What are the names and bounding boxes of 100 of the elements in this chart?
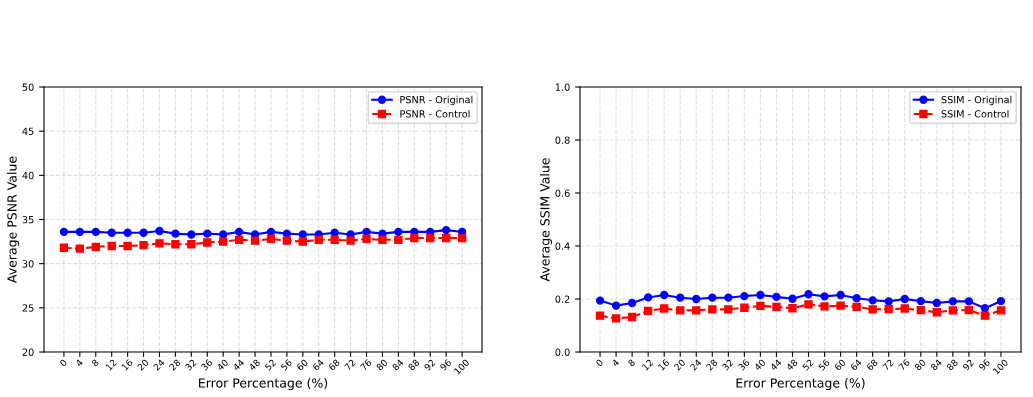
point [852, 302, 861, 312]
point [980, 304, 990, 313]
point [394, 235, 403, 244]
x-tick-label: 48 [785, 358, 798, 371]
point [820, 292, 829, 301]
x-tick-label: 24 [689, 358, 702, 371]
point [139, 228, 148, 237]
point [91, 227, 100, 237]
point [964, 297, 974, 306]
point [441, 233, 451, 243]
y-axis-title: Average PSNR Value [7, 156, 20, 283]
point [788, 294, 797, 303]
y-tick-label: 40 [22, 171, 34, 180]
x-tick-label: 4 [611, 358, 620, 367]
point [756, 290, 765, 300]
x-tick-label: 16 [121, 358, 134, 371]
y-tick-label: 0.2 [555, 295, 570, 303]
point [676, 293, 685, 302]
point [187, 240, 196, 249]
x-tick-label: 68 [328, 358, 341, 371]
point [59, 227, 69, 237]
point [298, 237, 307, 246]
point [155, 239, 164, 248]
point [234, 227, 244, 237]
point [91, 242, 100, 252]
x-tick-label: 32 [184, 359, 197, 371]
point [804, 300, 813, 309]
x-tick-label: 56 [280, 358, 293, 371]
x-tick-label: 92 [962, 359, 975, 371]
y-tick-label: 0.8 [555, 136, 570, 144]
point [932, 308, 941, 317]
x-tick-label: 12 [641, 359, 654, 371]
point [788, 304, 797, 313]
point [692, 306, 701, 315]
point [139, 240, 148, 250]
point [330, 228, 339, 237]
x-tick-label: 8 [627, 358, 636, 367]
point [948, 297, 958, 306]
point [772, 292, 781, 302]
point [75, 244, 85, 253]
point [611, 301, 621, 310]
x-tick-label: 28 [168, 358, 181, 371]
legend-label: PSNR - Control [400, 110, 470, 118]
point [123, 241, 132, 251]
y-tick-label: 50 [22, 83, 34, 91]
x-tick-label: 36 [200, 358, 213, 371]
point [155, 226, 164, 236]
x-tick-label: 80 [914, 358, 927, 371]
point [916, 296, 925, 306]
point [75, 227, 85, 237]
point [820, 302, 829, 311]
point [595, 311, 605, 320]
point [250, 236, 260, 245]
point [203, 229, 212, 238]
point [234, 235, 244, 244]
point [595, 296, 605, 305]
point [724, 305, 733, 314]
x-tick-label: 64 [850, 358, 863, 371]
x-tick-label: 92 [423, 359, 436, 371]
point [756, 301, 765, 311]
point [627, 298, 637, 308]
point [980, 311, 990, 320]
point [740, 291, 749, 301]
point [804, 290, 813, 299]
x-tick-label: 0 [59, 358, 68, 367]
y-tick-label: 0.4 [555, 242, 570, 250]
y-tick-label: 25 [22, 304, 34, 312]
point [996, 306, 1006, 315]
point [852, 294, 861, 303]
point [996, 296, 1006, 306]
point [219, 237, 228, 246]
y-tick-label: 35 [22, 215, 34, 224]
point [708, 293, 717, 302]
point [171, 240, 180, 249]
point [916, 305, 925, 315]
point [643, 293, 653, 302]
x-tick-label: 68 [866, 358, 879, 371]
x-tick-label: 56 [818, 358, 831, 371]
x-tick-label: 20 [136, 358, 150, 371]
point [457, 233, 467, 243]
legend-label: PSNR - Original [400, 95, 473, 106]
y-tick-label: 30 [22, 260, 34, 268]
point [187, 230, 196, 239]
point [330, 235, 339, 244]
point [964, 305, 974, 315]
point [772, 302, 781, 312]
x-tick-label: 4 [75, 358, 84, 367]
x-tick-label: 52 [801, 359, 814, 371]
point [362, 234, 371, 244]
x-tick-label: 64 [312, 358, 325, 371]
point [282, 236, 292, 245]
point [900, 294, 909, 304]
point [836, 301, 845, 310]
y-tick-label: 1.0 [555, 83, 570, 91]
x-tick-label: 88 [407, 358, 420, 371]
y-axis-title: Average SSIM Value [539, 158, 553, 282]
point [107, 228, 116, 237]
legend-label: SSIM - Control [941, 110, 1009, 118]
point [724, 293, 733, 302]
x-tick-label: 84 [930, 358, 943, 371]
